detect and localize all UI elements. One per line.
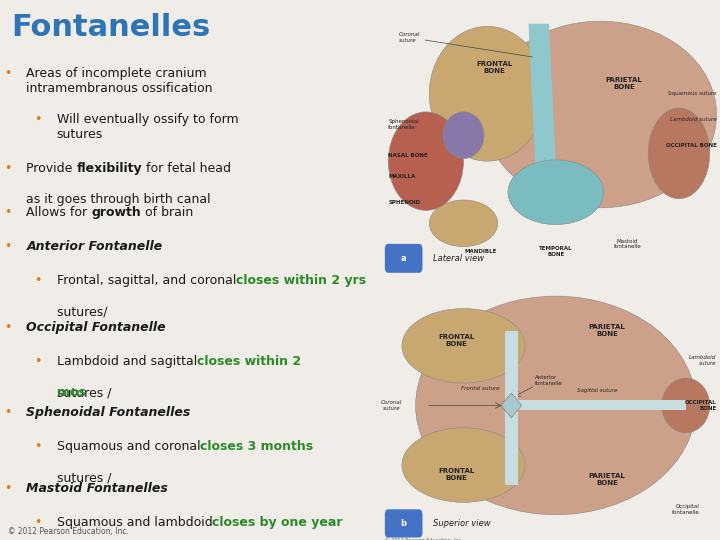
Text: •: • <box>34 516 41 529</box>
Text: Superior view: Superior view <box>433 519 490 528</box>
Text: •: • <box>4 206 11 219</box>
Ellipse shape <box>508 160 603 225</box>
Text: Lambdoid
suture: Lambdoid suture <box>689 355 716 366</box>
Polygon shape <box>501 393 521 418</box>
Text: © 2012 Pearson Education, Inc.: © 2012 Pearson Education, Inc. <box>384 537 462 540</box>
Text: Mastoid
fontanelle: Mastoid fontanelle <box>613 239 642 249</box>
Text: •: • <box>4 406 11 419</box>
Text: PARIETAL
BONE: PARIETAL BONE <box>606 77 643 90</box>
Text: Allows for: Allows for <box>27 206 91 219</box>
Text: Areas of incomplete cranium
intramembranous ossification: Areas of incomplete cranium intramembran… <box>27 68 213 96</box>
Polygon shape <box>528 24 556 166</box>
Text: Occipital
fontanelle: Occipital fontanelle <box>672 504 700 515</box>
Text: •: • <box>4 162 11 175</box>
Text: a: a <box>401 254 407 263</box>
Polygon shape <box>505 331 518 485</box>
Text: FRONTAL
BONE: FRONTAL BONE <box>476 62 513 75</box>
Text: as it goes through birth canal: as it goes through birth canal <box>27 193 211 206</box>
Text: Lambdoid suture: Lambdoid suture <box>670 117 716 122</box>
Text: Squamous and coronal: Squamous and coronal <box>57 440 200 453</box>
Text: Frontal suture: Frontal suture <box>462 386 500 390</box>
Text: Provide: Provide <box>27 162 77 175</box>
FancyBboxPatch shape <box>384 244 423 273</box>
Text: •: • <box>4 240 11 253</box>
Text: Coronal
suture: Coronal suture <box>381 400 402 411</box>
Text: Squamous suture: Squamous suture <box>668 91 716 96</box>
Text: Lambdoid and sagittal: Lambdoid and sagittal <box>57 355 197 368</box>
Text: mos: mos <box>57 386 86 399</box>
Ellipse shape <box>429 200 498 247</box>
Text: closes by one year: closes by one year <box>212 516 343 529</box>
Ellipse shape <box>443 112 484 159</box>
Text: Sphenoidal Fontanelles: Sphenoidal Fontanelles <box>27 406 191 419</box>
Ellipse shape <box>388 112 464 211</box>
Ellipse shape <box>415 296 696 515</box>
Text: closes within 2: closes within 2 <box>197 355 301 368</box>
Text: Sphenoidal
fontanelle: Sphenoidal fontanelle <box>388 119 419 130</box>
Text: b: b <box>400 519 407 528</box>
Text: •: • <box>34 274 41 287</box>
Text: for fetal head: for fetal head <box>143 162 231 175</box>
Text: Mastoid Fontanelles: Mastoid Fontanelles <box>27 482 168 495</box>
Text: growth: growth <box>91 206 141 219</box>
Text: closes 3 months: closes 3 months <box>200 440 313 453</box>
Ellipse shape <box>429 26 546 161</box>
Text: Sagittal suture: Sagittal suture <box>577 388 617 393</box>
Text: OCCIPITAL
BONE: OCCIPITAL BONE <box>685 400 716 411</box>
Text: Occipital Fontanelle: Occipital Fontanelle <box>27 321 166 334</box>
Text: •: • <box>4 321 11 334</box>
Text: Anterior Fontanelle: Anterior Fontanelle <box>27 240 163 253</box>
Ellipse shape <box>402 308 525 383</box>
Text: MANDIBLE: MANDIBLE <box>464 249 497 254</box>
Text: Fontanelles: Fontanelles <box>12 14 210 43</box>
Text: •: • <box>4 68 11 80</box>
Text: flexibility: flexibility <box>77 162 143 175</box>
Text: FRONTAL
BONE: FRONTAL BONE <box>438 469 474 482</box>
Text: sutures /: sutures / <box>57 471 115 484</box>
Text: SPHENOID: SPHENOID <box>388 200 420 205</box>
Text: •: • <box>34 355 41 368</box>
Text: TEMPORAL
BONE: TEMPORAL BONE <box>539 246 572 257</box>
Text: FRONTAL
BONE: FRONTAL BONE <box>438 334 474 347</box>
Text: PARIETAL
BONE: PARIETAL BONE <box>589 325 626 338</box>
Text: sutures /: sutures / <box>57 386 115 399</box>
Ellipse shape <box>402 428 525 502</box>
Text: MAXILLA: MAXILLA <box>388 174 415 179</box>
Text: •: • <box>34 113 41 126</box>
Text: © 2012 Pearson Education, Inc.: © 2012 Pearson Education, Inc. <box>7 526 128 536</box>
Text: closes within 2 yrs: closes within 2 yrs <box>236 274 366 287</box>
Polygon shape <box>508 401 685 410</box>
Text: Squamous and lambdoid: Squamous and lambdoid <box>57 516 212 529</box>
Text: Lateral view: Lateral view <box>433 254 484 263</box>
Text: •: • <box>34 440 41 453</box>
Ellipse shape <box>484 21 716 208</box>
Text: OCCIPITAL BONE: OCCIPITAL BONE <box>666 143 716 148</box>
Text: Anterior
fontanelle: Anterior fontanelle <box>535 375 563 386</box>
Text: of brain: of brain <box>141 206 194 219</box>
FancyBboxPatch shape <box>384 509 423 537</box>
Text: Frontal, sagittal, and coronal: Frontal, sagittal, and coronal <box>57 274 236 287</box>
Text: NASAL BONE: NASAL BONE <box>388 153 428 158</box>
Text: Will eventually ossify to form
sutures: Will eventually ossify to form sutures <box>57 113 238 141</box>
Ellipse shape <box>648 108 710 199</box>
Text: sutures/: sutures/ <box>57 305 111 318</box>
Text: •: • <box>4 482 11 495</box>
Text: PARIETAL
BONE: PARIETAL BONE <box>589 474 626 487</box>
Ellipse shape <box>662 378 710 433</box>
Text: Coronal
suture: Coronal suture <box>399 32 533 57</box>
